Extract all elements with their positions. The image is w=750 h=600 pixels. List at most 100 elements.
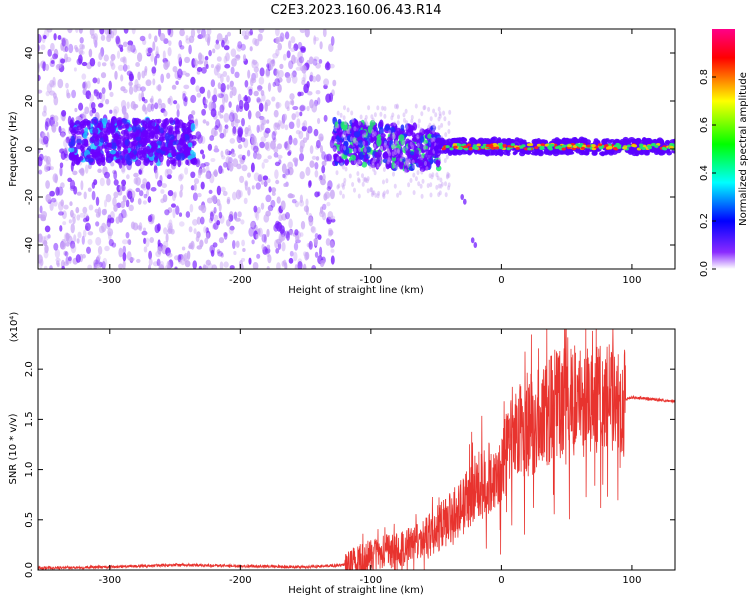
spectrogram-cell xyxy=(243,35,249,40)
spectrogram-cell xyxy=(217,82,222,90)
spectrogram-cell xyxy=(192,260,197,269)
spectrogram-cell xyxy=(425,166,429,172)
spectrogram-cell xyxy=(315,62,321,69)
spectrogram-cell xyxy=(177,254,182,263)
spectrogram-cell xyxy=(308,56,314,65)
spectrogram-cell xyxy=(273,152,279,158)
spectrogram-cell xyxy=(384,140,387,146)
spectrogram-cell xyxy=(261,243,265,251)
spectrogram-cell xyxy=(213,129,218,137)
snr-xtick-label: -300 xyxy=(98,575,121,586)
spectrogram-cell xyxy=(336,110,340,116)
spectrogram-cell xyxy=(418,161,425,169)
spectrogram-cell xyxy=(221,39,225,48)
spectrogram-cell xyxy=(353,126,357,132)
spectrogram-cell xyxy=(366,188,370,194)
colorbar-label: Normalized spectral amplitude xyxy=(738,72,749,226)
spectrogram-cell xyxy=(584,150,590,155)
spectrogram-cell xyxy=(279,234,285,242)
spectrogram-cell xyxy=(327,180,333,190)
spectrogram-cell xyxy=(435,159,441,168)
spectrogram-cell xyxy=(445,154,449,160)
spectrogram-cell xyxy=(303,205,309,213)
spectrogram-cell xyxy=(61,110,67,117)
spectrogram-cell xyxy=(143,193,148,199)
spectrogram-cell xyxy=(125,199,130,208)
spectrogram-cell xyxy=(212,194,217,204)
spectrogram-cell xyxy=(497,137,502,143)
spectrogram-ytick-label: 20 xyxy=(24,95,35,108)
spectrogram-cell xyxy=(53,115,59,123)
spectrogram-cell xyxy=(158,103,163,109)
spectrogram-cell xyxy=(102,257,108,267)
spectrogram-cell xyxy=(305,198,309,207)
spectrogram-cell xyxy=(429,116,433,122)
spectrogram-cell xyxy=(55,121,59,127)
spectrogram-cell xyxy=(145,237,150,248)
spectrogram-cell xyxy=(386,148,390,154)
spectrogram-cell xyxy=(383,151,388,158)
spectrogram-cell xyxy=(381,105,385,111)
spectrogram-cell xyxy=(319,145,324,154)
spectrogram-cell xyxy=(341,153,346,160)
spectrogram-ytick-label: -40 xyxy=(24,237,35,253)
spectrogram-cell xyxy=(358,159,362,165)
spectrogram-cell xyxy=(258,102,264,113)
spectrogram-cell xyxy=(437,183,441,189)
spectrogram-cell xyxy=(343,131,347,137)
spectrogram-cell xyxy=(154,102,159,110)
spectrogram-cell xyxy=(432,128,436,134)
spectrogram-cell xyxy=(45,193,52,203)
spectrogram-cell xyxy=(220,82,226,93)
spectrogram-cell xyxy=(111,242,117,248)
spectrogram-cell xyxy=(170,203,177,208)
spectrogram-cell xyxy=(232,239,236,250)
spectrogram-cell xyxy=(100,72,107,79)
spectrogram-cell xyxy=(255,153,262,160)
spectrogram-cell xyxy=(81,81,88,90)
spectrogram-cell xyxy=(263,181,268,187)
spectrogram-cell xyxy=(105,156,113,164)
spectrogram-cell xyxy=(275,248,280,254)
spectrogram-cell xyxy=(309,71,314,82)
spectrogram-cell xyxy=(376,163,380,169)
spectrogram-cell xyxy=(435,145,440,150)
spectrogram-cell xyxy=(215,118,221,129)
spectrogram-cell xyxy=(382,167,386,172)
spectrogram-cell xyxy=(143,137,148,146)
spectrogram-cell xyxy=(76,142,83,150)
spectrogram-cell xyxy=(212,48,216,54)
spectrogram-cell xyxy=(129,257,135,262)
spectrogram-cell xyxy=(385,178,389,184)
spectrogram-cell xyxy=(452,143,458,147)
spectrogram-cell xyxy=(328,92,334,103)
spectrogram-cell xyxy=(337,158,344,164)
spectrogram-cell xyxy=(106,142,112,148)
spectrogram-cell xyxy=(67,256,72,262)
spectrogram-cell xyxy=(83,118,89,123)
spectrogram-cell xyxy=(374,192,378,198)
spectrogram-cell xyxy=(106,177,111,186)
spectrogram-cell xyxy=(275,69,280,78)
spectrogram-cell xyxy=(288,257,294,264)
spectrogram-cell xyxy=(137,198,142,205)
spectrogram-cell xyxy=(178,39,183,48)
spectrogram-cell xyxy=(107,228,114,237)
spectrogram-cell xyxy=(437,106,441,112)
spectrogram-cell xyxy=(252,59,258,65)
spectrogram-cell xyxy=(332,145,337,152)
spectrogram-cell xyxy=(81,61,88,67)
spectrogram-cell xyxy=(105,222,111,230)
spectrogram-cell xyxy=(117,145,122,151)
spectrogram-cell xyxy=(244,126,249,135)
spectrogram-cell xyxy=(420,155,424,161)
spectrogram-cell xyxy=(428,173,432,179)
spectrogram-cell xyxy=(231,58,237,67)
spectrogram-cell xyxy=(179,190,183,198)
spectrogram-cell xyxy=(38,153,44,162)
spectrogram-cell xyxy=(167,189,174,197)
spectrogram-cell xyxy=(230,120,235,128)
spectrogram-cell xyxy=(191,58,196,68)
spectrogram-cell xyxy=(113,108,118,118)
spectrogram-cell xyxy=(208,101,213,111)
